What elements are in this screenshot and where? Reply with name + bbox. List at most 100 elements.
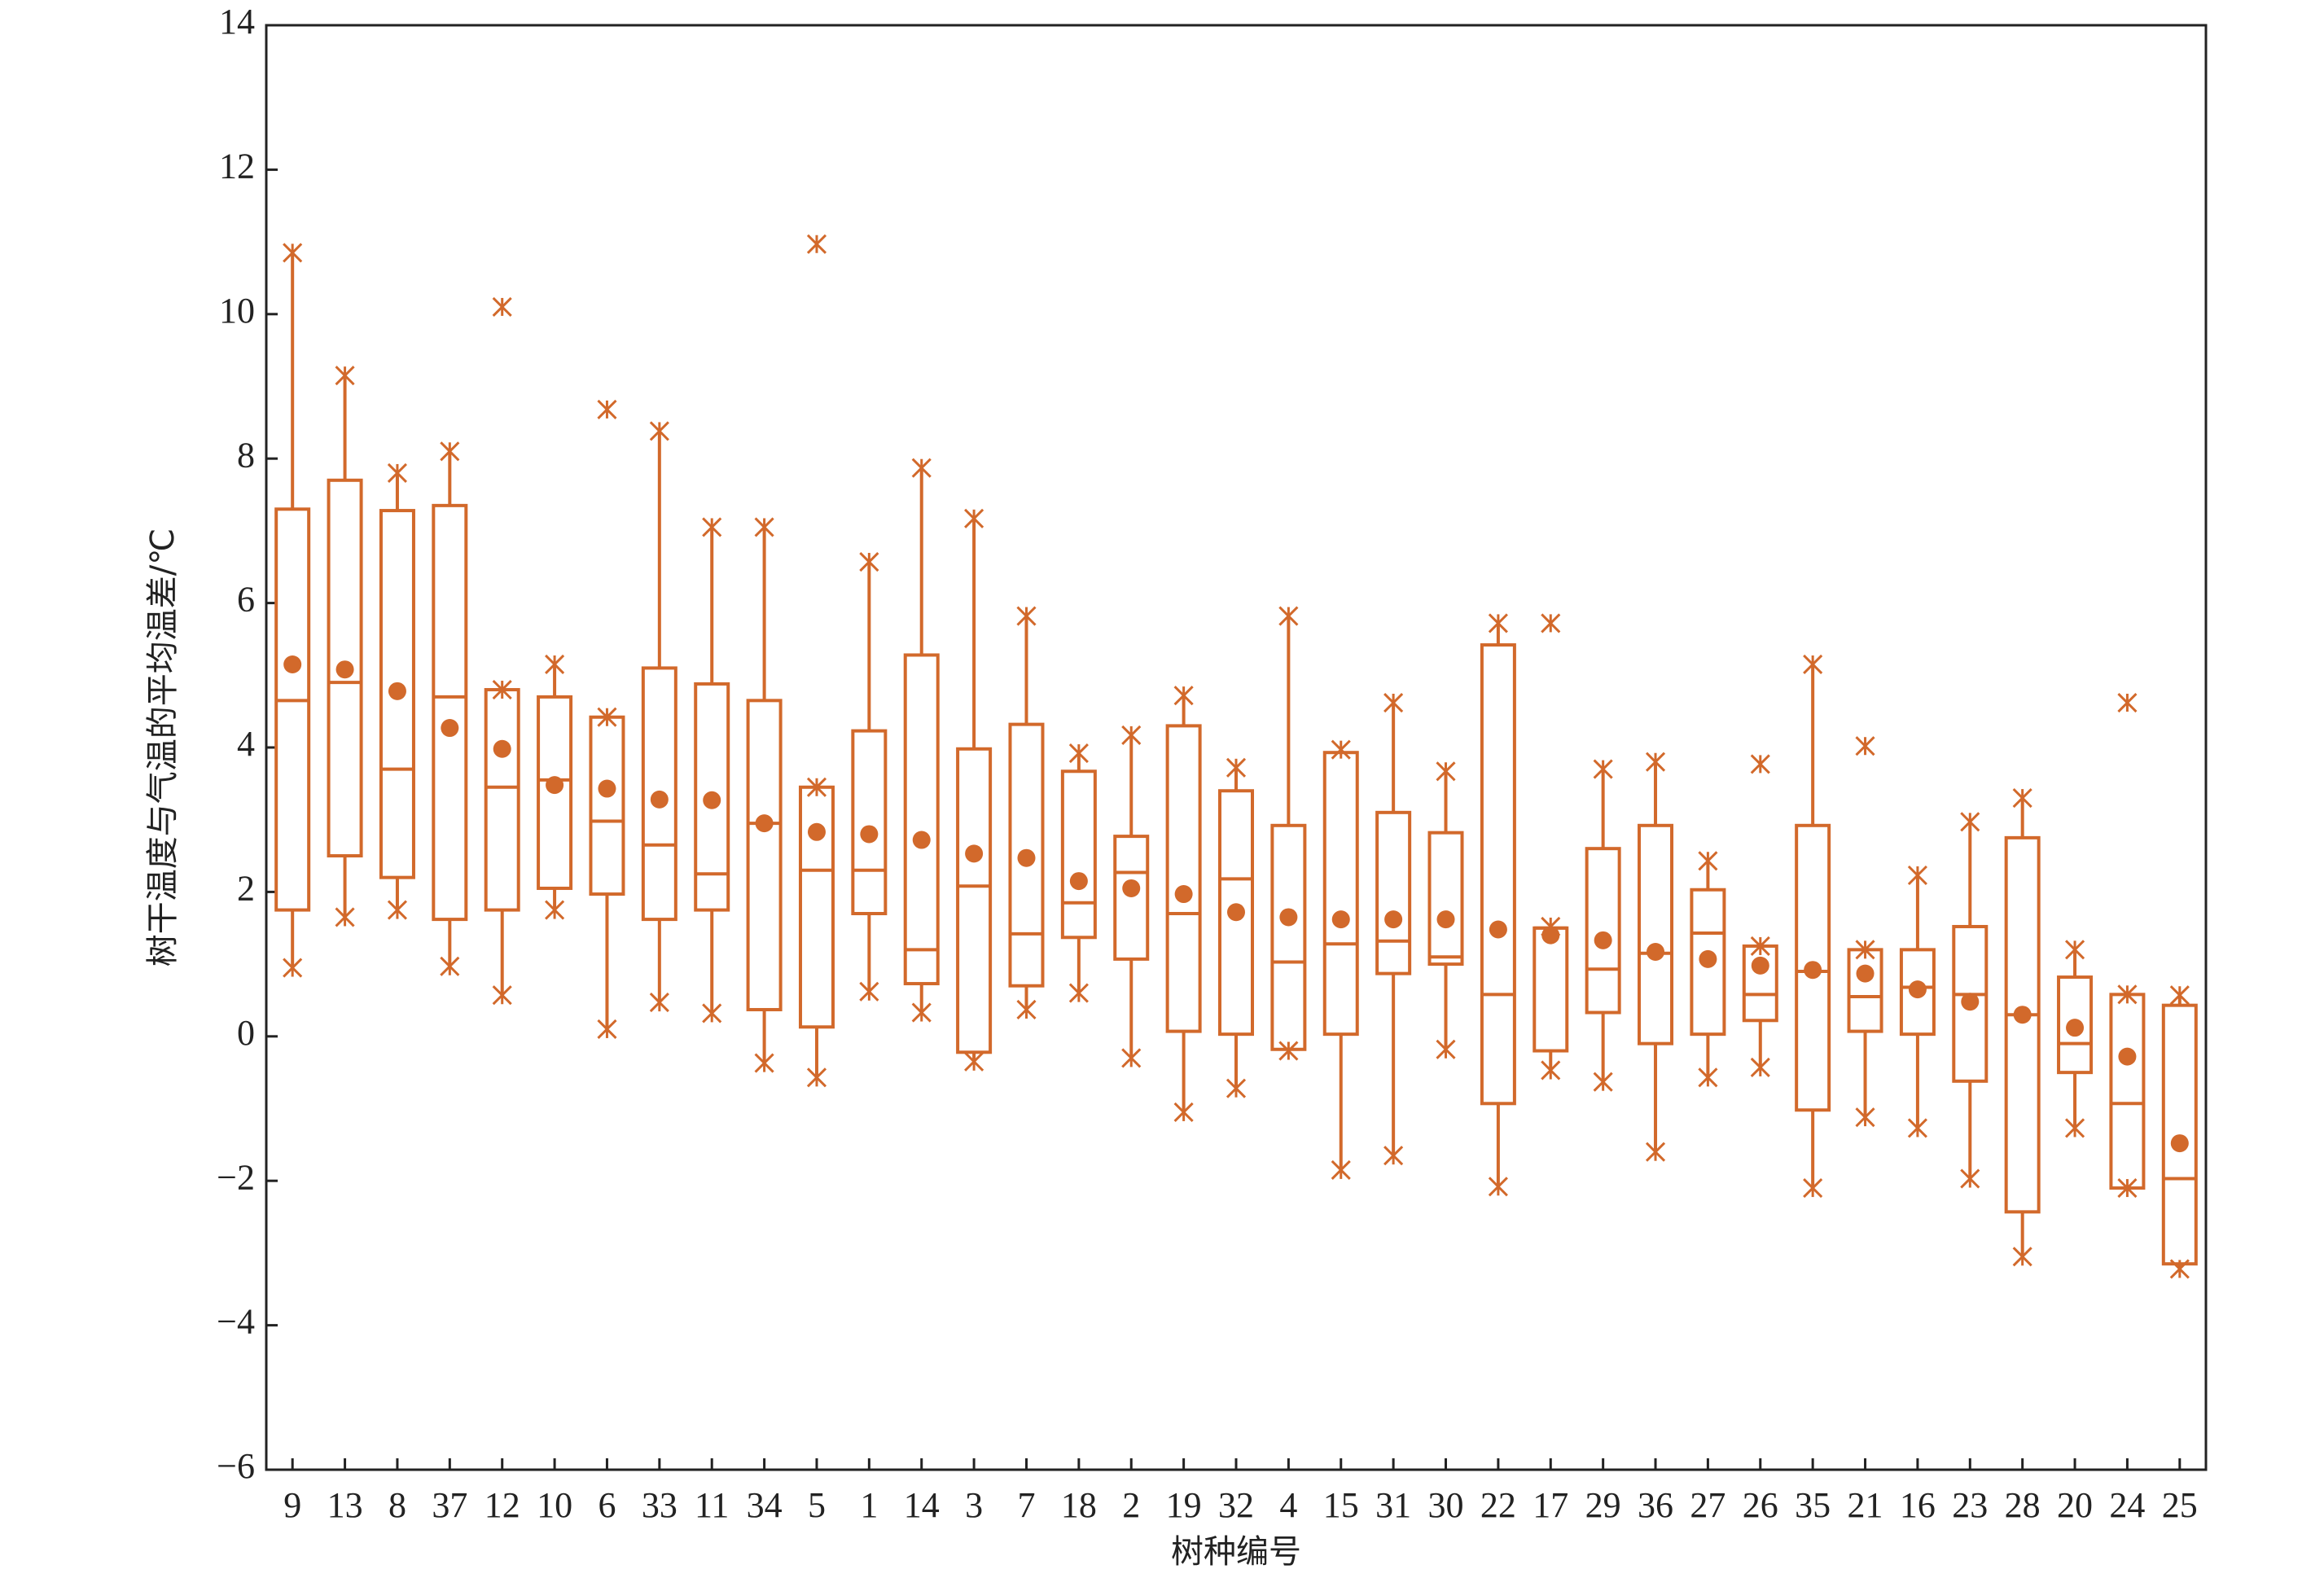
box xyxy=(379,509,415,879)
y-axis-label: 树干温度与气温的平均温差/℃ xyxy=(144,528,182,967)
whisker-high-marker xyxy=(2117,984,2138,1005)
mean xyxy=(807,822,826,841)
x-tick-label: 21 xyxy=(1848,1485,1883,1525)
whisker-low-marker xyxy=(1645,1142,1666,1162)
whisker-high-marker xyxy=(283,243,303,263)
box xyxy=(956,747,993,1054)
x-tick-label: 34 xyxy=(747,1485,783,1525)
mean xyxy=(650,790,669,809)
x-tick-label: 2 xyxy=(1122,1485,1140,1525)
whisker-low-marker xyxy=(1173,1102,1194,1122)
whisker-high-marker xyxy=(1698,851,1718,871)
box xyxy=(589,715,625,896)
mean xyxy=(1961,993,1980,1011)
x-tick-label: 9 xyxy=(283,1485,301,1525)
box xyxy=(903,653,940,986)
mean xyxy=(1227,903,1245,922)
mean xyxy=(1699,949,1717,968)
mean xyxy=(1436,910,1455,929)
x-tick-label: 26 xyxy=(1743,1485,1778,1525)
y-tick-label: −6 xyxy=(217,1446,255,1486)
whisker-high-marker xyxy=(754,517,774,537)
whisker-high-marker xyxy=(1907,865,1927,886)
mean xyxy=(1647,943,1665,962)
whisker-high-marker xyxy=(859,551,879,572)
mean xyxy=(2170,1134,2189,1153)
y-tick-label: 14 xyxy=(219,2,255,42)
outlier xyxy=(597,399,617,419)
whisker-low-marker xyxy=(1331,1159,1351,1180)
y-tick-label: 0 xyxy=(237,1013,255,1053)
mean xyxy=(1122,879,1141,897)
whisker-low-marker xyxy=(1488,1177,1508,1197)
x-tick-label: 7 xyxy=(1017,1485,1035,1525)
whisker-high-marker xyxy=(649,421,669,441)
x-tick-label: 23 xyxy=(1952,1485,1988,1525)
box xyxy=(1427,831,1464,967)
box xyxy=(2057,975,2094,1075)
whisker-low-marker xyxy=(1016,999,1037,1020)
whisker-low-marker xyxy=(1121,1048,1142,1068)
whisker-high-marker xyxy=(440,441,460,462)
mean xyxy=(598,779,616,798)
mean xyxy=(283,655,302,673)
mean xyxy=(1174,885,1193,904)
x-tick-label: 33 xyxy=(642,1485,677,1525)
whisker-high-marker xyxy=(1750,936,1770,956)
box xyxy=(1847,948,1883,1033)
x-tick-label: 24 xyxy=(2109,1485,2145,1525)
x-tick-label: 5 xyxy=(808,1485,826,1525)
mean xyxy=(1908,980,1927,999)
whisker-high-marker xyxy=(1226,757,1247,778)
whisker-high-marker xyxy=(2169,985,2190,1006)
box xyxy=(2004,835,2041,1214)
whisker-high-marker xyxy=(1488,613,1508,633)
x-tick-label: 19 xyxy=(1166,1485,1202,1525)
box xyxy=(1060,769,1097,940)
outlier xyxy=(2117,692,2138,713)
whisker-high-marker xyxy=(1645,752,1666,772)
whisker-low-marker xyxy=(1803,1178,1823,1199)
whisker-low-marker xyxy=(387,900,408,920)
whisker-high-marker xyxy=(1593,759,1613,779)
whisker-low-marker xyxy=(806,1067,827,1088)
box xyxy=(484,688,520,912)
y-tick-label: 6 xyxy=(237,580,255,620)
x-tick-label: 37 xyxy=(432,1485,467,1525)
whisker-high-marker xyxy=(702,517,722,537)
mean xyxy=(1541,926,1560,945)
mean xyxy=(1751,956,1769,975)
mean xyxy=(493,739,511,758)
box xyxy=(274,507,311,912)
outlier xyxy=(806,234,827,254)
y-tick-label: 4 xyxy=(237,724,255,764)
whisker-high-marker xyxy=(1803,654,1823,675)
x-tick-label: 11 xyxy=(695,1485,729,1525)
box xyxy=(1218,789,1254,1037)
whisker-high-marker xyxy=(911,458,932,478)
whisker-low-marker xyxy=(1750,1057,1770,1078)
x-tick-label: 29 xyxy=(1585,1485,1621,1525)
x-tick-label: 17 xyxy=(1533,1485,1568,1525)
box xyxy=(1165,724,1202,1033)
whisker-low-marker xyxy=(754,1053,774,1073)
x-tick-label: 32 xyxy=(1218,1485,1254,1525)
box xyxy=(2109,993,2146,1190)
whisker-low-marker xyxy=(1068,983,1089,1003)
box xyxy=(1270,823,1307,1051)
whisker-low-marker xyxy=(859,981,879,1002)
whisker-high-marker xyxy=(1960,812,1980,832)
whisker-low-marker xyxy=(1960,1168,1980,1189)
mean xyxy=(1489,920,1507,939)
y-tick-label: 2 xyxy=(237,868,255,908)
mean xyxy=(1069,872,1088,891)
box xyxy=(1585,847,1621,1015)
whisker-high-marker xyxy=(806,777,827,797)
whisker-low-marker xyxy=(2169,1259,2190,1279)
y-tick-label: 12 xyxy=(219,146,255,186)
x-tick-label: 35 xyxy=(1795,1485,1831,1525)
whisker-low-marker xyxy=(911,1002,932,1023)
x-tick-label: 28 xyxy=(2005,1485,2041,1525)
mean xyxy=(388,682,406,700)
x-tick-label: 3 xyxy=(965,1485,983,1525)
